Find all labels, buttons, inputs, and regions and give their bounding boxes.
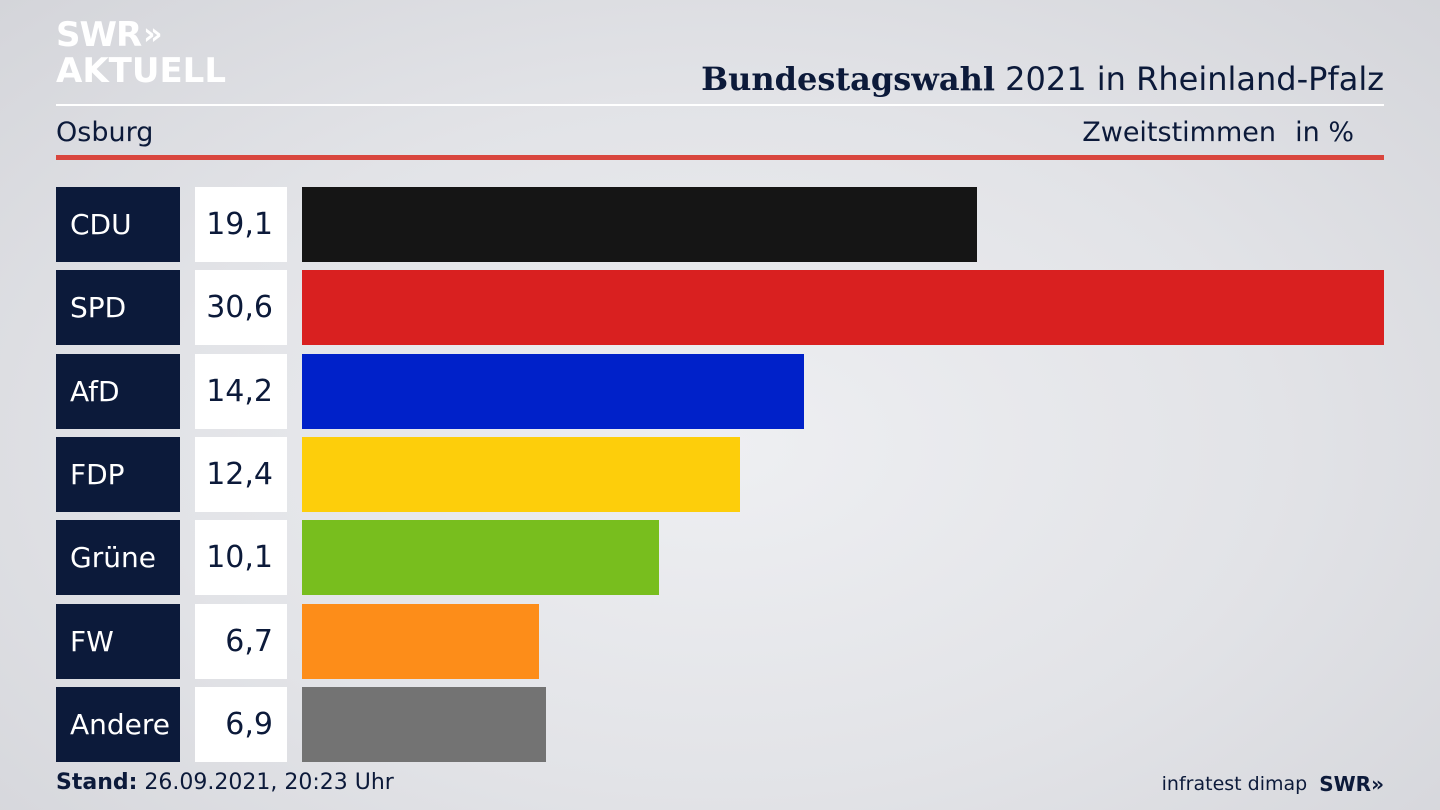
value-label: 6,7 [195, 603, 287, 679]
accent-divider [56, 155, 1384, 160]
stand-value: 26.09.2021, 20:23 Uhr [137, 770, 394, 795]
value-label: 14,2 [195, 353, 287, 429]
party-label: AfD [56, 353, 180, 429]
title-bold: Bundestagswahl [701, 60, 995, 98]
page-title: Bundestagswahl 2021 in Rheinland-Pfalz [701, 60, 1384, 98]
swr-small-logo: SWR» [1319, 772, 1384, 796]
bar-row-fw: FW 6,7 [56, 603, 1384, 679]
region-name: Osburg [56, 117, 154, 148]
bar-row-fdp: FDP 12,4 [56, 436, 1384, 512]
bar-grüne [302, 520, 660, 596]
header-divider [56, 104, 1384, 106]
timestamp: Stand: 26.09.2021, 20:23 Uhr [56, 770, 394, 795]
vote-type-label: Zweitstimmen [1082, 117, 1276, 148]
party-label: CDU [56, 187, 180, 262]
bar-cdu [302, 187, 978, 262]
bar-row-spd: SPD 30,6 [56, 270, 1384, 346]
bar-row-andere: Andere 6,9 [56, 686, 1384, 762]
bar-fdp [302, 436, 741, 512]
bar-row-cdu: CDU 19,1 [56, 187, 1384, 262]
title-rest: 2021 in Rheinland-Pfalz [995, 60, 1384, 98]
value-label: 6,9 [195, 686, 287, 762]
party-label: FW [56, 603, 180, 679]
bar-chart: CDU 19,1 SPD 30,6 AfD 14,2 FDP 12,4 Grüne 10,1 FW 6… [56, 187, 1384, 762]
logo-aktuell: AKTUELL [56, 51, 227, 91]
bar-spd [302, 270, 1384, 346]
logo-swr: SWR [56, 15, 142, 55]
party-label: Grüne [56, 520, 180, 596]
bar-row-grüne: Grüne 10,1 [56, 520, 1384, 596]
logo-arrows-icon: » [143, 17, 163, 52]
value-label: 30,6 [195, 270, 287, 346]
bar-fw [302, 603, 539, 679]
swr-aktuell-logo: SWR» AKTUELL [56, 18, 226, 88]
stand-label: Stand: [56, 770, 138, 795]
value-label: 12,4 [195, 436, 287, 512]
party-label: Andere [56, 686, 180, 762]
bar-andere [302, 686, 546, 762]
bar-row-afd: AfD 14,2 [56, 353, 1384, 429]
party-label: SPD [56, 270, 180, 346]
value-label: 19,1 [195, 187, 287, 262]
source-credit: infratest dimap SWR» [1162, 772, 1384, 796]
bar-afd [302, 353, 805, 429]
unit-label: in % [1295, 117, 1354, 148]
value-label: 10,1 [195, 520, 287, 596]
party-label: FDP [56, 436, 180, 512]
source-name: infratest dimap [1161, 773, 1308, 795]
